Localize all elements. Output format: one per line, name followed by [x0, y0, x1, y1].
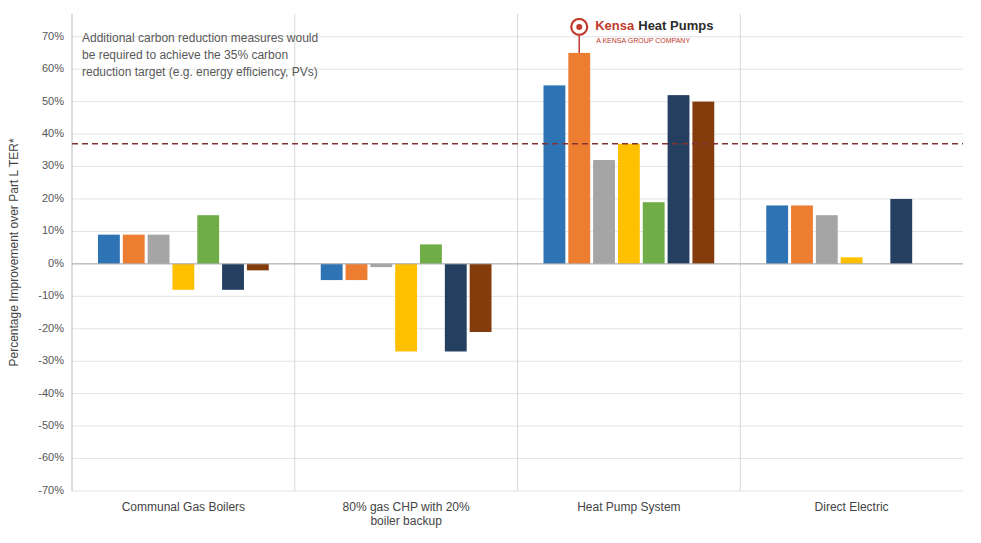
bar [445, 264, 467, 352]
y-tick-label: -50% [38, 419, 64, 431]
zero-line [72, 263, 963, 264]
y-tick-label: 60% [42, 62, 64, 74]
axes: -70% -60% -50% -40% -30% -20% -10% 0% 10% 20% 30% 4… [38, 14, 888, 528]
group-separator [517, 14, 518, 491]
y-tick-label: 70% [42, 30, 64, 42]
grid [72, 14, 963, 491]
callout-text: A KENSA GROUP COMPANY [596, 37, 690, 44]
bar [247, 264, 269, 270]
bar [346, 264, 368, 280]
group-separator [740, 14, 741, 491]
bar [148, 235, 170, 264]
x-tick-label: Heat Pump System [577, 500, 680, 514]
bar [816, 215, 838, 264]
bar [172, 264, 194, 290]
y-tick-label: 0% [48, 257, 64, 269]
y-tick-label: 30% [42, 159, 64, 171]
bar [420, 244, 442, 263]
grid-line [72, 263, 963, 264]
bar [98, 235, 120, 264]
annotations: Additional carbon reduction measures wou… [82, 18, 713, 79]
x-tick-label: Communal Gas Boilers [122, 500, 245, 514]
callout-dot [576, 24, 582, 30]
bar [766, 205, 788, 263]
bar [321, 264, 343, 280]
callout-stem [578, 36, 580, 53]
y-tick-label: -40% [38, 387, 64, 399]
y-axis-line [72, 14, 73, 491]
bar [791, 205, 813, 263]
chart: -70% -60% -50% -40% -30% -20% -10% 0% 10% 20% 30% 4… [0, 0, 981, 543]
group-separator [294, 14, 295, 491]
x-tick-label: 80% gas CHP with 20%boiler backup [343, 500, 471, 528]
annotation: Additional carbon reduction measures wou… [82, 31, 318, 79]
bar [197, 215, 219, 264]
y-tick-label: -20% [38, 322, 64, 334]
y-tick-label: 20% [42, 192, 64, 204]
y-tick-label: -10% [38, 289, 64, 301]
bar [643, 202, 665, 264]
bars [72, 53, 963, 352]
bar [543, 85, 565, 263]
y-tick-label: 50% [42, 95, 64, 107]
bar [123, 235, 145, 264]
bar [470, 264, 492, 332]
bar [568, 53, 590, 264]
y-tick-label: -60% [38, 451, 64, 463]
reference-line [72, 143, 963, 145]
bar [692, 102, 714, 264]
callout-text: Heat Pumps [638, 18, 713, 33]
bar [395, 264, 417, 352]
y-tick-label: -30% [38, 354, 64, 366]
callout-ring [571, 19, 587, 35]
bar [593, 160, 615, 264]
bar [890, 199, 912, 264]
bar [668, 95, 690, 264]
y-tick-label: 10% [42, 224, 64, 236]
y-tick-label: 40% [42, 127, 64, 139]
x-tick-label: Direct Electric [815, 500, 889, 514]
bar [841, 257, 863, 263]
y-axis-label: Percentage Improvement over Part L TER* [7, 138, 21, 366]
bar [618, 144, 640, 264]
bar [222, 264, 244, 290]
y-tick-label: -70% [38, 484, 64, 496]
callout-text: Kensa [595, 18, 635, 33]
